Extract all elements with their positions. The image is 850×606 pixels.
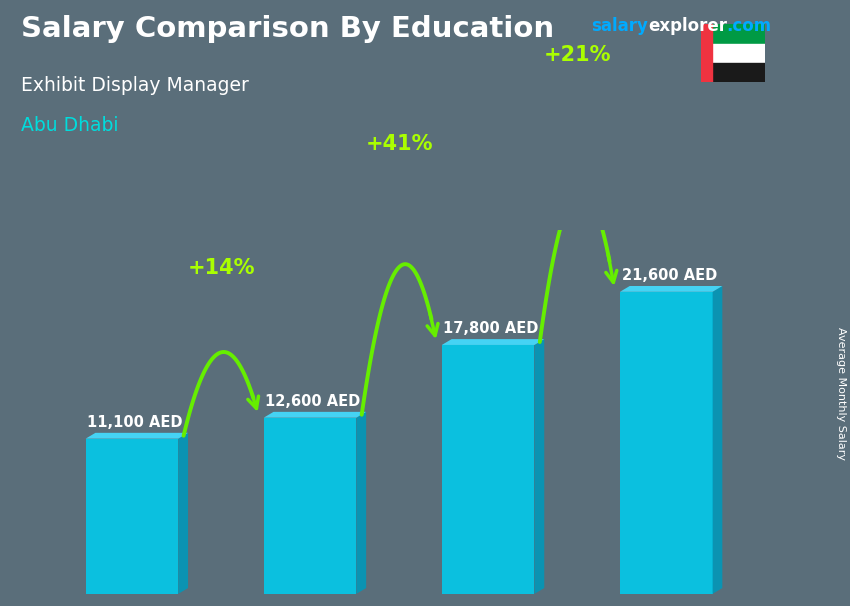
Text: Average Monthly Salary: Average Monthly Salary — [836, 327, 846, 461]
Polygon shape — [442, 339, 544, 345]
Text: 17,800 AED: 17,800 AED — [444, 321, 539, 336]
Text: +41%: +41% — [366, 134, 433, 154]
Polygon shape — [356, 412, 366, 594]
Text: salary: salary — [591, 17, 648, 35]
Text: Exhibit Display Manager: Exhibit Display Manager — [21, 76, 249, 95]
Bar — [711, 62, 765, 82]
Polygon shape — [86, 439, 178, 594]
Text: 12,600 AED: 12,600 AED — [265, 394, 360, 409]
Text: 21,600 AED: 21,600 AED — [621, 268, 717, 283]
Polygon shape — [86, 433, 188, 439]
Polygon shape — [620, 292, 712, 594]
Polygon shape — [264, 412, 366, 418]
Polygon shape — [264, 418, 356, 594]
Bar — [711, 24, 765, 44]
Polygon shape — [442, 345, 535, 594]
Bar — [701, 24, 711, 82]
Bar — [711, 44, 765, 62]
Polygon shape — [620, 286, 722, 292]
Text: +14%: +14% — [187, 258, 255, 278]
Text: 11,100 AED: 11,100 AED — [88, 415, 183, 430]
Polygon shape — [712, 286, 722, 594]
Text: +21%: +21% — [543, 45, 611, 65]
Polygon shape — [178, 433, 188, 594]
Text: Salary Comparison By Education: Salary Comparison By Education — [21, 15, 554, 43]
Text: .com: .com — [727, 17, 772, 35]
Polygon shape — [535, 339, 544, 594]
Text: Abu Dhabi: Abu Dhabi — [21, 116, 119, 135]
Text: explorer: explorer — [649, 17, 728, 35]
